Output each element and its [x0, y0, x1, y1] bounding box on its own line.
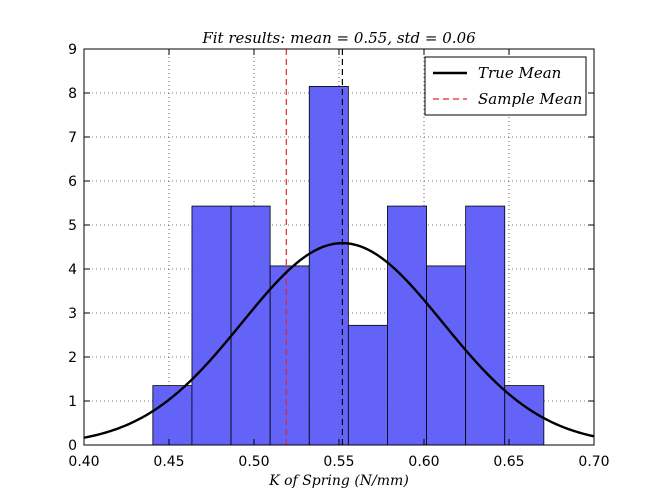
histogram-bars [152, 86, 545, 446]
mean-lines [285, 49, 343, 445]
legend: True Mean Sample Mean [424, 56, 587, 116]
histogram-bar-8 [465, 205, 506, 446]
histogram-bar-6 [387, 205, 427, 446]
x-tick-label-5: 0.65 [493, 454, 524, 470]
y-tick-label-2: 2 [68, 350, 77, 366]
y-tick-label-6: 6 [68, 174, 77, 190]
histogram-bar-7 [426, 265, 467, 446]
x-tick-label-6: 0.70 [578, 454, 609, 470]
x-tick-label-3: 0.55 [323, 454, 354, 470]
histogram-bar-5 [347, 324, 388, 446]
histogram-bar-4 [308, 86, 349, 446]
y-tick-label-4: 4 [68, 262, 77, 278]
histogram-bar-3 [269, 265, 310, 446]
chart-title: Fit results: mean = 0.55, std = 0.06 [201, 29, 476, 47]
y-tick-label-3: 3 [68, 306, 77, 322]
legend-label-0: True Mean [478, 64, 561, 82]
x-tick-label-1: 0.45 [153, 454, 184, 470]
x-tick-label-0: 0.40 [68, 454, 99, 470]
fit-curve [83, 241, 595, 439]
legend-label-1: Sample Mean [478, 90, 582, 108]
y-tick-label-5: 5 [68, 218, 77, 234]
y-tick-label-7: 7 [68, 130, 77, 146]
y-tick-label-0: 0 [68, 438, 77, 454]
y-tick-label-9: 9 [68, 42, 77, 58]
histogram-bar-0 [152, 385, 193, 446]
legend-box [424, 56, 587, 116]
y-tick-label-8: 8 [68, 86, 77, 102]
histogram-bar-2 [230, 205, 271, 446]
y-tick-label-1: 1 [68, 394, 77, 410]
axis-ticks: 0.40 0.45 0.50 0.55 0.60 0.65 0.70 0 1 2 3 4 5 6 7 8 9 [68, 42, 610, 470]
x-tick-label-4: 0.60 [408, 454, 439, 470]
fit-curve-layer [83, 241, 595, 439]
histogram-bar-1 [191, 205, 232, 446]
x-axis-label: K of Spring (N/mm) [268, 473, 409, 489]
x-tick-label-2: 0.50 [238, 454, 269, 470]
